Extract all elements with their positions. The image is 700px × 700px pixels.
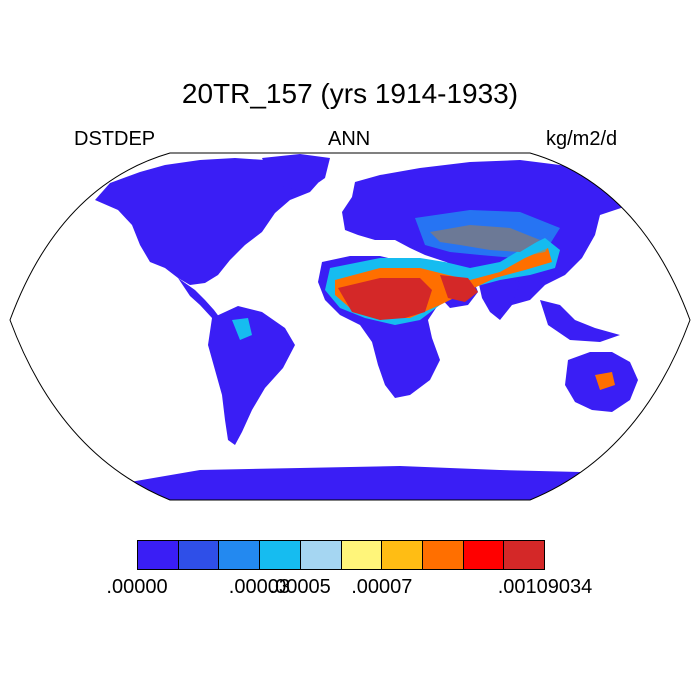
dust-australia-core — [595, 372, 615, 390]
india — [478, 275, 520, 320]
colorbar-box — [381, 540, 422, 570]
dust-arabia-core — [440, 275, 478, 302]
se-asia — [540, 300, 620, 342]
units-label: kg/m2/d — [546, 128, 618, 150]
colorbar-box — [137, 540, 178, 570]
colorbar-tick-label: .00109034 — [497, 576, 593, 598]
antarctica — [120, 466, 600, 500]
dust-centralasia-halo — [415, 210, 560, 258]
colorbar-tick-label: .00007 — [351, 576, 413, 598]
dust-andes — [232, 318, 252, 340]
map-outline — [9, 152, 691, 501]
colorbar — [137, 540, 546, 570]
season-label: ANN — [328, 128, 371, 150]
colorbar-tick-label: .00000 — [106, 576, 168, 598]
variable-label: DSTDEP — [74, 128, 156, 150]
colorbar-box — [299, 540, 341, 570]
central-america — [178, 278, 220, 318]
greenland — [262, 154, 330, 192]
colorbar-tick-label: .00005 — [269, 576, 331, 598]
colorbar-box — [503, 540, 546, 570]
south-america — [208, 306, 295, 445]
colorbar-box — [340, 540, 382, 570]
north-america — [95, 158, 318, 285]
map-title: 20TR_157 (yrs 1914-1933) — [181, 78, 519, 109]
dust-sahara-core — [338, 278, 432, 320]
colorbar-box — [421, 540, 463, 570]
colorbar-box — [177, 540, 219, 570]
colorbar-tick-label: .00003 — [228, 576, 290, 598]
new-zealand — [650, 400, 662, 420]
colorbar-box — [218, 540, 260, 570]
colorbar-box — [462, 540, 504, 570]
colorbar-box — [259, 540, 300, 570]
